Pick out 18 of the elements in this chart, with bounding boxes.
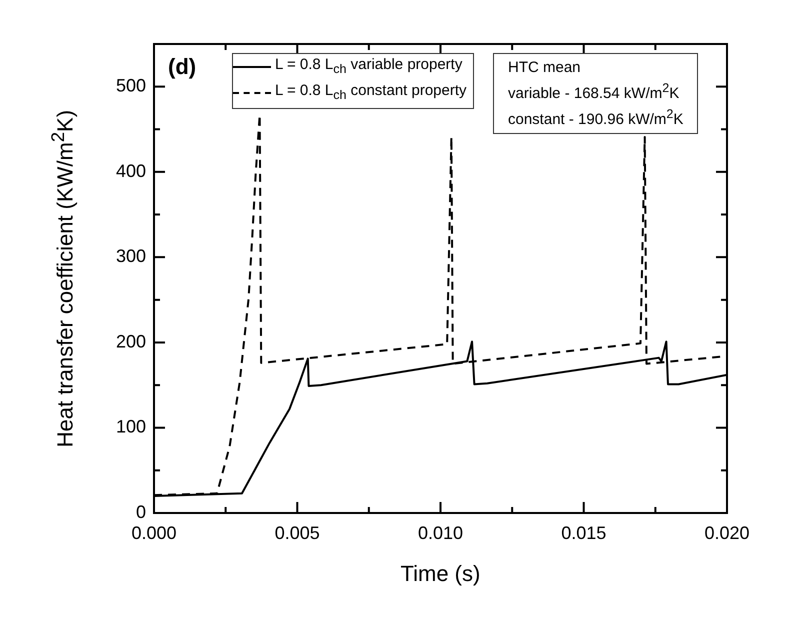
y-tick-label: 0 <box>136 502 146 522</box>
x-tick-label: 0.015 <box>561 522 606 543</box>
annotation: variable - 168.54 kW/m$^{2}$K <box>508 80 680 104</box>
annotation: constant - 190.96 kW/m$^{2}$K <box>508 106 684 130</box>
x-axis-title: Time (s) <box>400 561 480 587</box>
y-tick-label: 100 <box>116 416 146 437</box>
x-tick-label: 0.000 <box>131 522 177 543</box>
y-tick-label: 200 <box>116 331 146 352</box>
y-tick-label: 400 <box>116 160 146 181</box>
y-tick-label: 500 <box>116 76 146 96</box>
annotation: HTC mean <box>508 58 582 78</box>
legend-label: L = 0.8 L$_{ch}$ constant property <box>275 81 467 104</box>
x-tick-label: 0.010 <box>418 522 464 543</box>
x-tick-label: 0.005 <box>274 522 320 543</box>
y-tick-label: 300 <box>116 246 146 266</box>
annotation: (d) <box>168 54 196 80</box>
x-tick-label: 0.020 <box>704 522 750 543</box>
legend-label: L = 0.8 L$_{ch}$ variable property <box>275 55 462 78</box>
